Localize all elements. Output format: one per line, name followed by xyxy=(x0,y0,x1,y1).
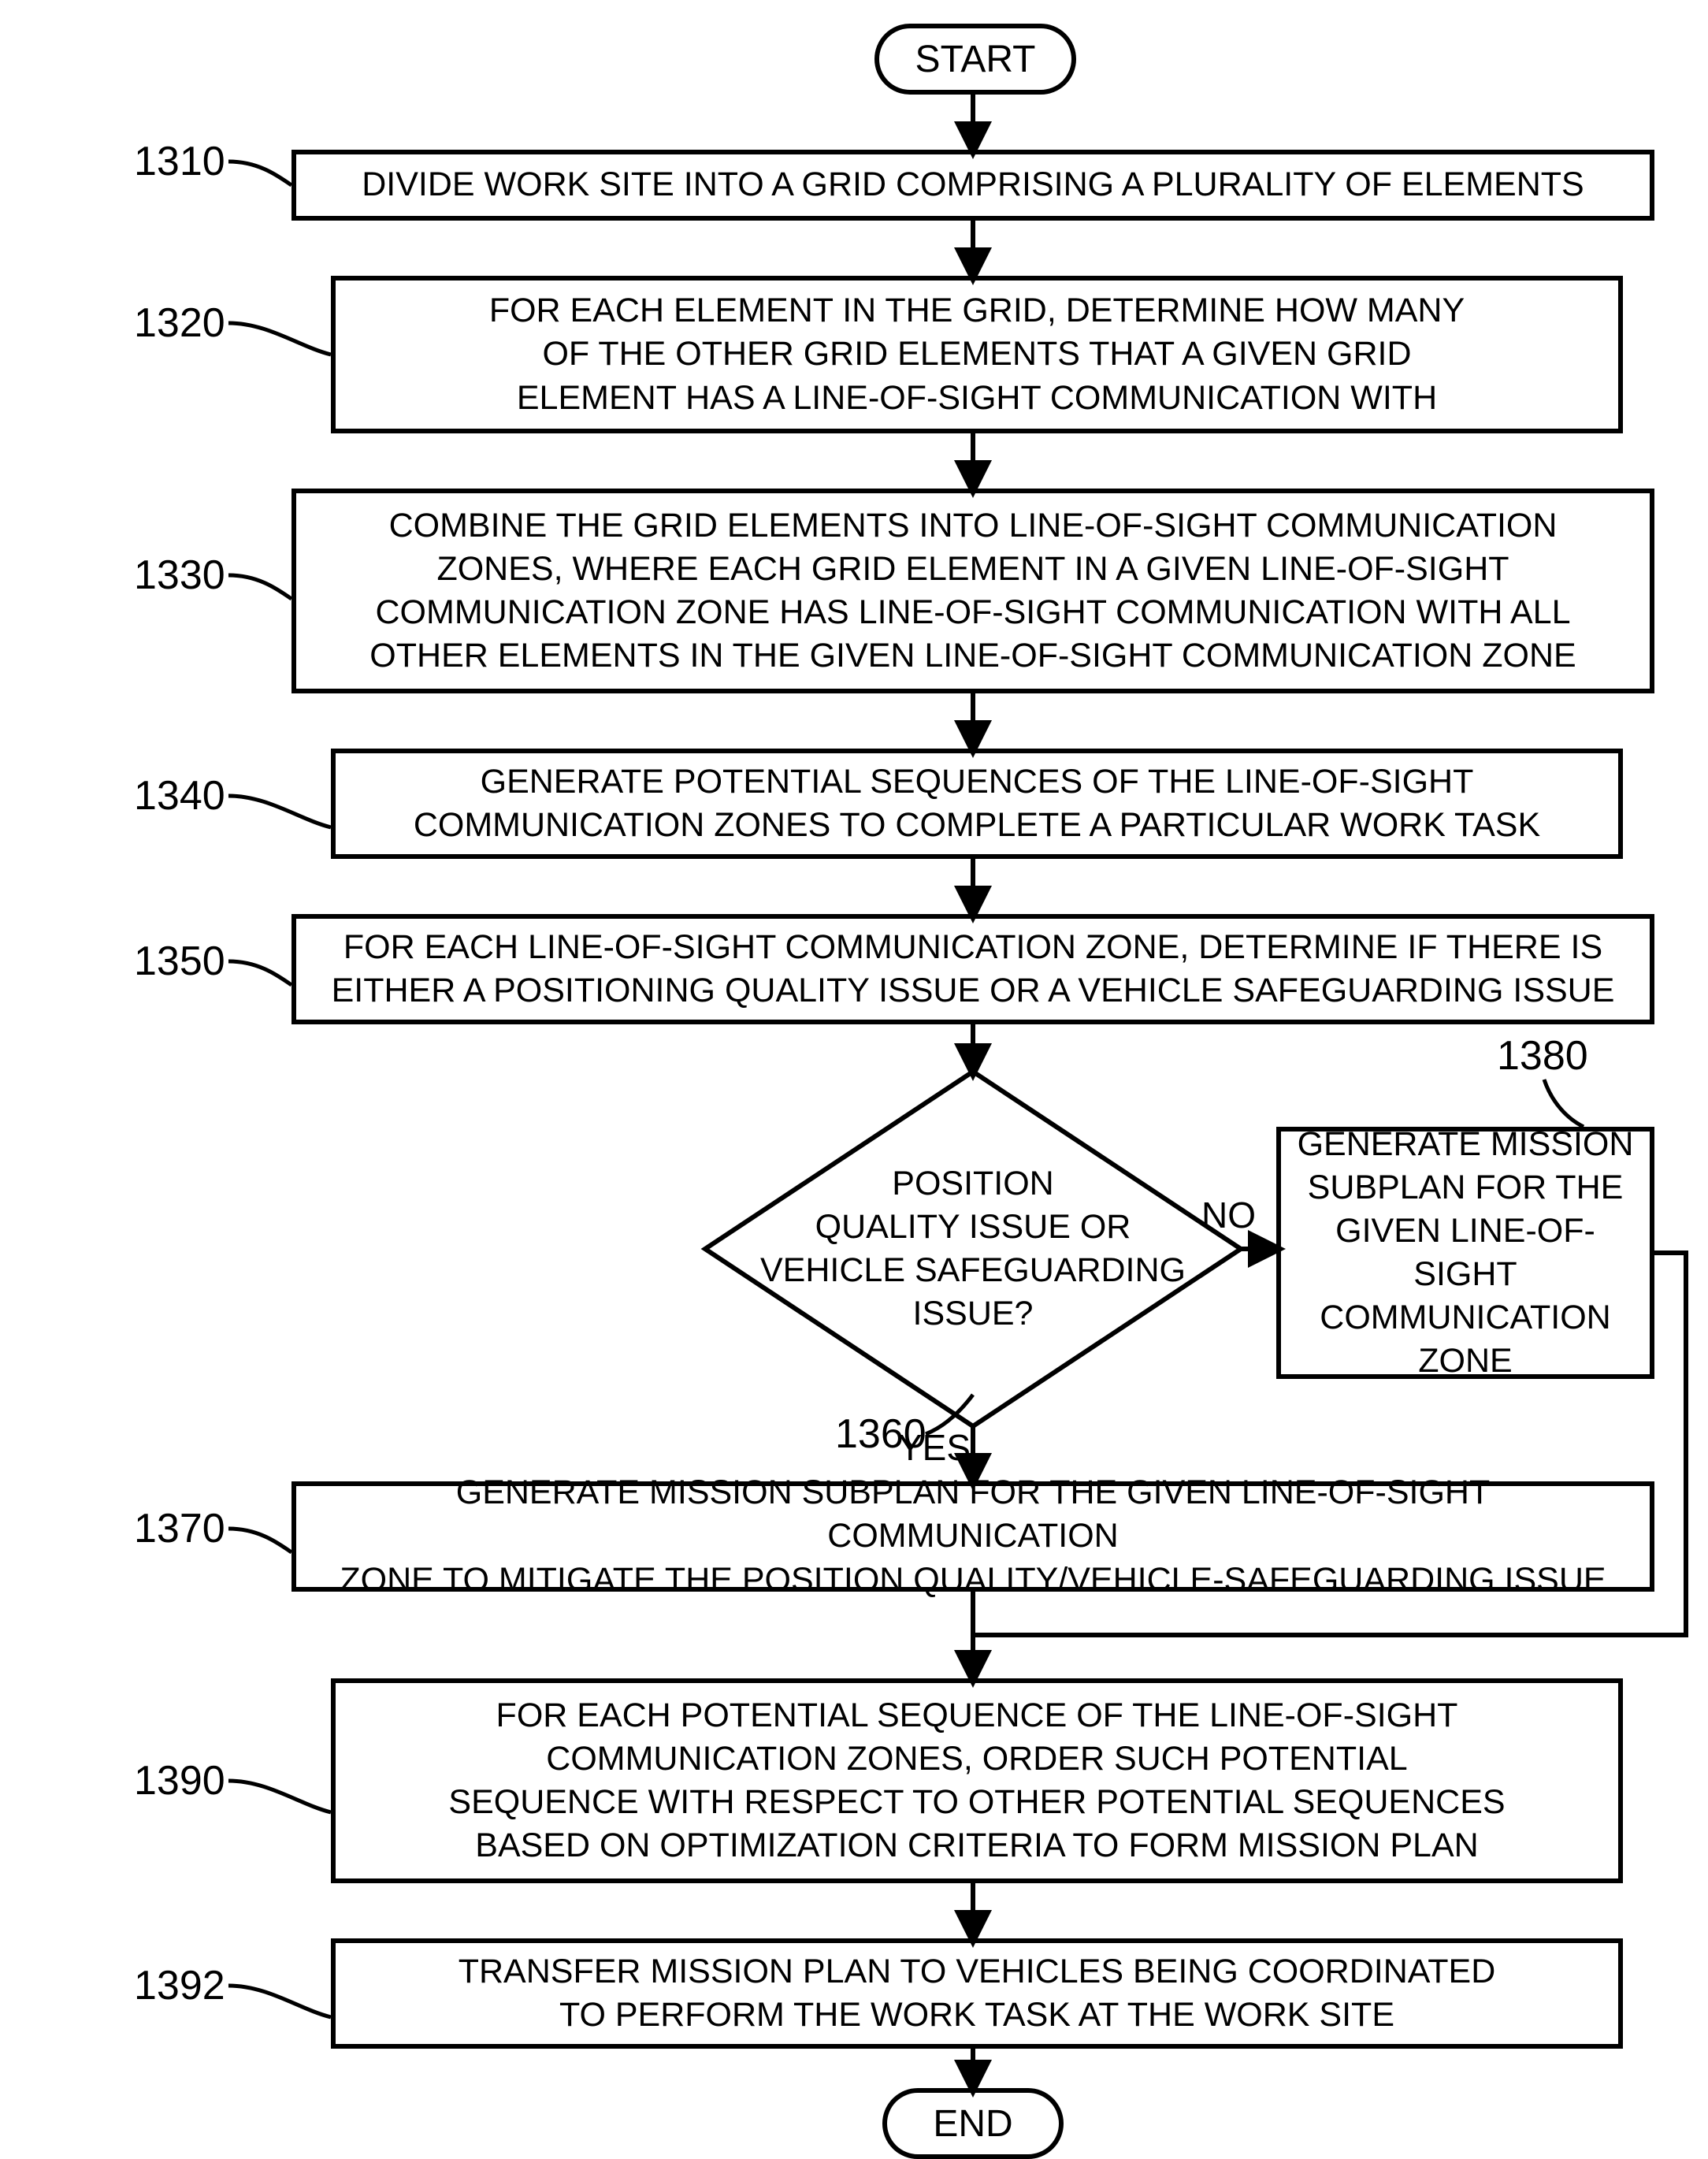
ref-1350: 1350 xyxy=(134,938,225,985)
terminal-start-text: START xyxy=(915,38,1036,81)
box-1380: GENERATE MISSION SUBPLAN FOR THE GIVEN L… xyxy=(1276,1127,1654,1379)
box-1390-text: FOR EACH POTENTIAL SEQUENCE OF THE LINE-… xyxy=(448,1694,1505,1867)
box-1330-text: COMBINE THE GRID ELEMENTS INTO LINE-OF-S… xyxy=(369,504,1576,678)
box-1340-text: GENERATE POTENTIAL SEQUENCES OF THE LINE… xyxy=(414,760,1540,847)
ref-curve-c1380 xyxy=(1544,1080,1584,1127)
box-1380-text: GENERATE MISSION SUBPLAN FOR THE GIVEN L… xyxy=(1297,1123,1634,1383)
ref-1310: 1310 xyxy=(134,138,225,185)
box-1330: COMBINE THE GRID ELEMENTS INTO LINE-OF-S… xyxy=(291,489,1654,693)
box-1370: GENERATE MISSION SUBPLAN FOR THE GIVEN L… xyxy=(291,1481,1654,1592)
ref-curve-c1390 xyxy=(228,1781,331,1812)
box-1310: DIVIDE WORK SITE INTO A GRID COMPRISING … xyxy=(291,150,1654,221)
ref-curve-c1392 xyxy=(228,1986,331,2017)
box-1350-text: FOR EACH LINE-OF-SIGHT COMMUNICATION ZON… xyxy=(332,926,1615,1013)
box-1340: GENERATE POTENTIAL SEQUENCES OF THE LINE… xyxy=(331,749,1623,859)
ref-1320: 1320 xyxy=(134,299,225,347)
box-1310-text: DIVIDE WORK SITE INTO A GRID COMPRISING … xyxy=(362,163,1584,206)
decision-1360-text: POSITION QUALITY ISSUE OR VEHICLE SAFEGU… xyxy=(705,1135,1241,1363)
box-1390: FOR EACH POTENTIAL SEQUENCE OF THE LINE-… xyxy=(331,1678,1623,1883)
ref-curve-c1330 xyxy=(228,575,291,599)
flowchart-canvas: START DIVIDE WORK SITE INTO A GRID COMPR… xyxy=(0,0,1708,2158)
box-1320-text: FOR EACH ELEMENT IN THE GRID, DETERMINE … xyxy=(489,289,1465,419)
ref-curve-c1350 xyxy=(228,961,291,985)
ref-curve-c1310 xyxy=(228,162,291,185)
ref-1340: 1340 xyxy=(134,772,225,819)
box-1320: FOR EACH ELEMENT IN THE GRID, DETERMINE … xyxy=(331,276,1623,433)
box-1392-text: TRANSFER MISSION PLAN TO VEHICLES BEING … xyxy=(459,1950,1496,2037)
ref-1380: 1380 xyxy=(1497,1032,1588,1080)
ref-curve-c1320 xyxy=(228,323,331,355)
box-1350: FOR EACH LINE-OF-SIGHT COMMUNICATION ZON… xyxy=(291,914,1654,1024)
ref-curve-c1340 xyxy=(228,796,331,827)
box-1392: TRANSFER MISSION PLAN TO VEHICLES BEING … xyxy=(331,1938,1623,2049)
ref-1370: 1370 xyxy=(134,1505,225,1552)
ref-1390: 1390 xyxy=(134,1757,225,1804)
ref-1330: 1330 xyxy=(134,552,225,599)
terminal-start: START xyxy=(874,24,1076,95)
edge-label-no: NO xyxy=(1201,1194,1256,1236)
edge-label-yes: YES xyxy=(898,1426,971,1469)
box-1370-text: GENERATE MISSION SUBPLAN FOR THE GIVEN L… xyxy=(312,1471,1634,1601)
terminal-end-text: END xyxy=(933,2102,1012,2146)
ref-1392: 1392 xyxy=(134,1962,225,2009)
ref-curve-c1370 xyxy=(228,1529,291,1552)
terminal-end: END xyxy=(882,2088,1064,2159)
